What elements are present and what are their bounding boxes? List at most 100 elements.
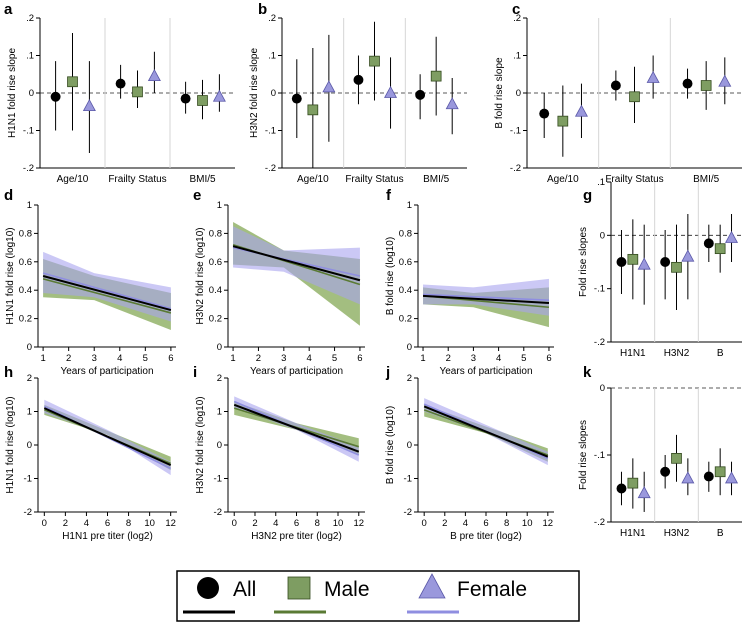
panel-label: d (4, 187, 13, 204)
y-tick-label: 0.4 (19, 285, 32, 296)
category-label: Age/10 (57, 174, 89, 185)
x-tick-label: 6 (483, 518, 488, 529)
x-tick-label: 10 (522, 518, 533, 529)
panel-g: g Fold rise slopes .1 0 -.1 -.2 H1N1 H3N2 B (578, 177, 742, 359)
y-tick-label: 1 (407, 200, 412, 211)
y-tick-label: .1 (26, 51, 34, 62)
point-female (445, 97, 459, 110)
fit-line-all (233, 403, 360, 453)
x-tick-label: 0 (42, 518, 47, 529)
x-tick-label: 4 (496, 353, 501, 364)
panel-label: a (4, 1, 13, 18)
point-male (671, 452, 682, 464)
point-female (718, 74, 732, 87)
y-axis-label: H3N2 fold rise slope (249, 48, 260, 138)
y-tick-label: 0 (516, 88, 521, 99)
panel-label: j (385, 364, 390, 381)
y-tick-label: 0 (29, 88, 34, 99)
y-tick-label: 1 (217, 407, 222, 418)
x-tick-label: 2 (63, 518, 68, 529)
x-tick-label: 5 (143, 353, 148, 364)
x-tick-label: 0 (422, 518, 427, 529)
y-tick-label: 0 (600, 383, 605, 394)
point-female (637, 257, 651, 270)
x-tick-label: 2 (252, 518, 257, 529)
x-tick-label: 4 (84, 518, 89, 529)
point-all (539, 108, 550, 119)
legend-label: Male (324, 578, 370, 601)
panel-c: c B fold rise slope .2 .1 0 -.1 -.2 Age/10 Frail… (494, 1, 742, 185)
y-tick-label: 0 (600, 230, 605, 241)
point-male (627, 253, 639, 265)
x-axis-label: Years of participation (60, 366, 153, 377)
y-tick-label: -.1 (594, 450, 605, 461)
x-tick-label: 6 (168, 353, 173, 364)
point-all (660, 466, 671, 477)
legend-label: Female (457, 578, 527, 601)
x-tick-label: 2 (446, 353, 451, 364)
legend: All Male Female (176, 570, 580, 622)
y-tick-label: 0.4 (399, 285, 412, 296)
point-female (637, 486, 651, 499)
y-axis-label: B fold rise slope (494, 57, 505, 129)
x-tick-label: 6 (294, 518, 299, 529)
point-all (353, 74, 364, 85)
point-all (115, 78, 126, 89)
y-tick-label: 0.8 (209, 228, 222, 239)
category-label: B (717, 348, 724, 359)
point-male (714, 243, 726, 255)
y-tick-label: 0.2 (399, 314, 412, 325)
category-label: H3N2 (664, 348, 690, 359)
category-label: B (717, 528, 724, 539)
x-tick-label: 0 (232, 518, 237, 529)
y-axis-label: H3N2 fold rise (log10) (195, 396, 206, 493)
x-tick-label: 10 (333, 518, 344, 529)
point-male (369, 55, 380, 67)
y-tick-label: 2 (217, 373, 222, 384)
x-axis-label: B pre titer (log2) (450, 531, 522, 542)
x-tick-label: 12 (543, 518, 554, 529)
point-all (180, 93, 191, 104)
x-tick-label: 4 (307, 353, 312, 364)
panel-a: a H1N1 fold rise slope .2 .1 0 -.1 -.2 Age/10 Fr… (4, 1, 235, 185)
x-tick-label: 2 (256, 353, 261, 364)
x-tick-label: 12 (165, 518, 176, 529)
y-tick-label: 1 (27, 200, 32, 211)
point-female (384, 85, 398, 98)
y-tick-label: 0.8 (19, 228, 32, 239)
category-label: BMI/5 (423, 174, 450, 185)
fit-line-female (42, 272, 172, 310)
y-tick-label: -.1 (594, 284, 605, 295)
point-female (724, 471, 739, 484)
point-male (557, 115, 569, 127)
y-tick-label: 0 (27, 440, 32, 451)
x-tick-label: 4 (463, 518, 468, 529)
y-tick-label: 0 (271, 88, 276, 99)
panel-label: i (193, 364, 197, 381)
fit-line-all (423, 405, 549, 458)
point-all (703, 238, 714, 249)
panel-label: c (512, 1, 520, 18)
point-male (132, 86, 143, 98)
category-label: Frailty Status (605, 174, 663, 185)
fit-line-female (423, 293, 549, 301)
x-tick-label: 8 (126, 518, 131, 529)
legend-marker (197, 577, 219, 599)
point-female (724, 230, 739, 243)
y-tick-label: -1 (214, 474, 222, 485)
x-tick-label: 2 (442, 518, 447, 529)
y-tick-label: 0.6 (209, 257, 222, 268)
point-male (430, 70, 442, 82)
y-axis-label: B fold rise (log10) (385, 237, 396, 315)
y-axis-label: H1N1 fold rise slope (7, 48, 18, 138)
x-tick-label: 1 (230, 353, 235, 364)
point-all (703, 471, 714, 482)
y-tick-label: .2 (268, 13, 276, 24)
x-tick-label: 10 (144, 518, 155, 529)
point-all (50, 91, 61, 102)
category-label: BMI/5 (693, 174, 720, 185)
category-label: H1N1 (620, 348, 646, 359)
x-tick-label: 4 (117, 353, 122, 364)
panel-label: e (193, 187, 201, 204)
